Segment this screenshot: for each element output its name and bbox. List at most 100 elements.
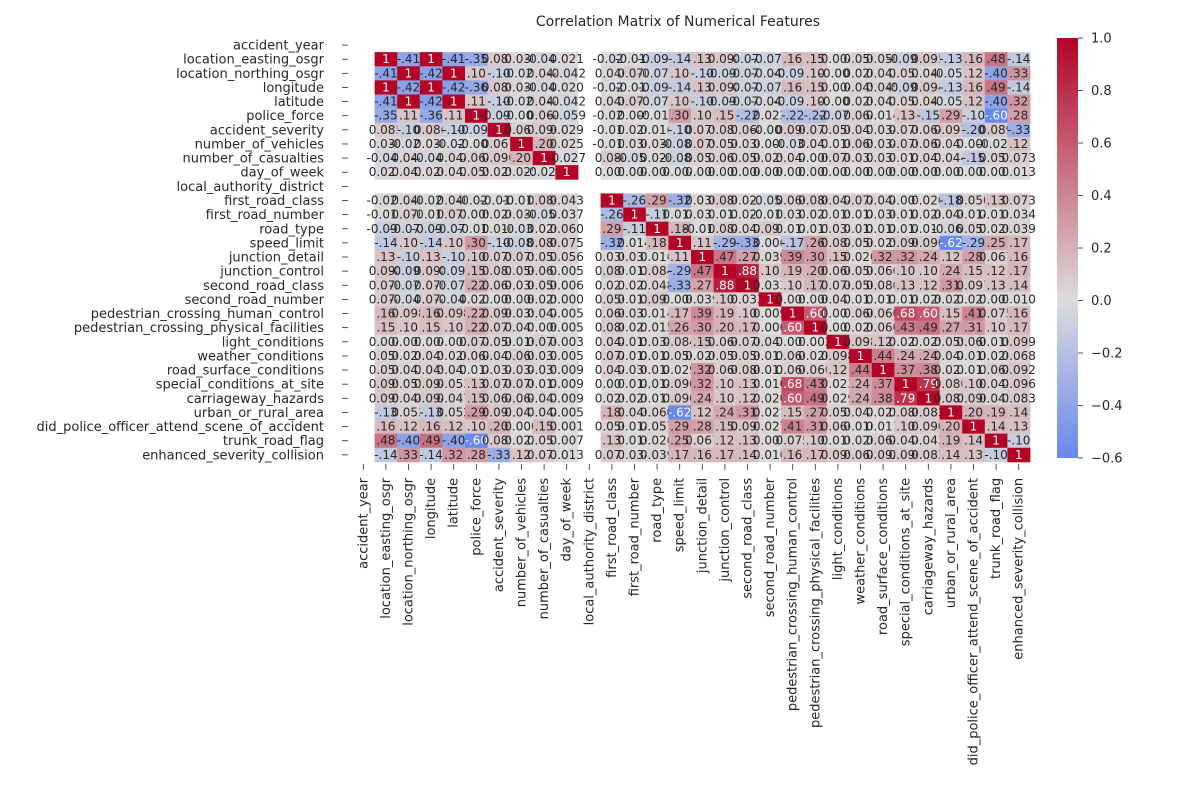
cell-value-label: 0.044 [527, 66, 561, 80]
heatmap-cell [532, 207, 556, 223]
cell-value-label: .20 [941, 420, 960, 434]
cell-value-label: -.11 [623, 222, 646, 236]
heatmap-cell [555, 193, 579, 208]
heatmap-cell [849, 165, 873, 180]
heatmap-cell [465, 52, 488, 67]
heatmap-cell [849, 151, 873, 166]
heatmap-cell [871, 136, 895, 152]
cell-value-label: 0.000 [753, 137, 787, 151]
cell-value-label: -0.050 [525, 208, 564, 222]
heatmap-cell [962, 108, 986, 124]
heatmap-cell [781, 122, 805, 138]
cell-value-label: 0.086 [482, 80, 516, 94]
cell-value-label: .12 [715, 434, 734, 448]
cell-value-label: -0.003 [819, 95, 858, 109]
heatmap-cell [713, 108, 737, 124]
cell-value-label: .12 [399, 420, 418, 434]
cell-value-label: 1 [405, 66, 413, 80]
heatmap-cell [849, 66, 873, 81]
heatmap-cell [984, 193, 1008, 208]
cell-value-label: -0.076 [728, 80, 767, 94]
cell-value-label: -0.052 [932, 95, 971, 109]
heatmap-cell [781, 66, 805, 81]
heatmap-cell [623, 193, 647, 208]
cell-value-label: 0.010 [1002, 292, 1036, 306]
heatmap-cell [894, 66, 918, 81]
heatmap-cell [894, 94, 918, 110]
y-tick-label: did_police_officer_attend_scene_of_accid… [37, 420, 325, 435]
cell-value-label: .10 [806, 95, 825, 109]
heatmap-cell [939, 165, 963, 180]
cell-value-label: .30 [806, 250, 825, 264]
y-tick-label: number_of_vehicles [195, 137, 325, 152]
heatmap-cell [849, 122, 873, 138]
heatmap-cell [1007, 52, 1031, 67]
cell-value-label: -0.076 [638, 66, 677, 80]
x-tick-label: carriageway_hazards [921, 478, 936, 616]
heatmap-cell [781, 94, 805, 110]
cell-value-label: 1 [495, 123, 503, 137]
cell-value-label: 1 [992, 434, 1000, 448]
cell-value-label: 0.020 [550, 80, 584, 94]
cell-value-label: 1 [450, 95, 458, 109]
heatmap-cell [962, 66, 986, 81]
cell-value-label: .25 [987, 236, 1006, 250]
heatmap-cell [691, 66, 714, 81]
heatmap-cell [397, 193, 421, 208]
cell-value-label: 0.005 [550, 405, 584, 419]
y-tick-label: urban_or_rural_area [194, 406, 324, 421]
heatmap-cell [1007, 151, 1031, 166]
cell-value-label: -.14 [374, 448, 397, 462]
heatmap-cell [736, 52, 760, 67]
cell-value-label: .49 [987, 80, 1006, 94]
heatmap-cell [849, 80, 873, 95]
cell-value-label: 0.005 [550, 307, 584, 321]
heatmap-cell [804, 108, 827, 124]
y-tick-label: police_force [246, 109, 324, 124]
heatmap-cell [442, 52, 466, 67]
cell-value-label: 0.052 [685, 151, 719, 165]
cell-value-label: 1 [721, 264, 729, 278]
cell-value-label: 0.070 [889, 137, 923, 151]
heatmap-cell [510, 108, 534, 124]
y-tick-label: road_surface_conditions [167, 364, 324, 379]
cell-value-label: .10 [715, 377, 734, 391]
colorbar-tick-label: 1.0 [1091, 32, 1112, 47]
cell-value-label: 0.009 [911, 165, 945, 179]
y-tick-label: latitude [274, 95, 324, 110]
cell-value-label: 0.044 [527, 95, 561, 109]
heatmap-cell [894, 151, 918, 166]
cell-value-label: -.40 [984, 66, 1007, 80]
cell-value-label: 0.000 [753, 165, 787, 179]
cell-value-label: .24 [941, 264, 960, 278]
cell-value-label: 0.021 [730, 193, 764, 207]
cell-value-label: 0.050 [956, 193, 990, 207]
cell-value-label: -.10 [487, 95, 510, 109]
cell-value-label: 0.092 [1002, 363, 1036, 377]
cell-value-label: 0.050 [821, 123, 855, 137]
cell-value-label: 1 [450, 66, 458, 80]
cell-value-label: .15 [783, 405, 802, 419]
cell-value-label: -0.026 [367, 193, 406, 207]
cell-value-label: 0.026 [640, 151, 674, 165]
cell-value-label: 0.067 [504, 123, 538, 137]
heatmap-cell [758, 94, 782, 110]
heatmap-cell [668, 122, 692, 138]
cell-value-label: 0.086 [414, 123, 448, 137]
cell-value-label: -.14 [419, 236, 442, 250]
cell-value-label: -.10 [442, 250, 465, 264]
cell-value-label: .15 [964, 264, 983, 278]
cell-value-label: 0.069 [843, 137, 877, 151]
cell-value-label: .14 [1009, 405, 1028, 419]
cell-value-label: 0.040 [437, 193, 471, 207]
y-tick-label: junction_control [219, 265, 324, 280]
heatmap-cell [1007, 193, 1031, 208]
heatmap-cell [1007, 66, 1031, 81]
cell-value-label: .37 [874, 377, 893, 391]
cell-value-label: -0.050 [751, 193, 790, 207]
cell-value-label: 0.050 [708, 137, 742, 151]
cell-value-label: -.62 [939, 236, 962, 250]
heatmap-cell [442, 108, 466, 124]
x-tick-label: longitude [424, 478, 439, 539]
cell-value-label: .10 [444, 321, 463, 335]
